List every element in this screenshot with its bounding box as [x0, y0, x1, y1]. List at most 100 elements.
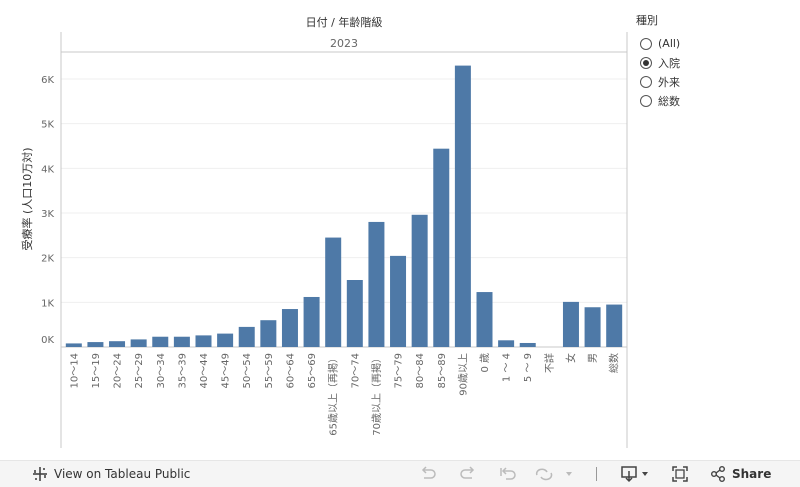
- x-tick-label: 50～54: [242, 353, 253, 388]
- bar[interactable]: [454, 65, 471, 347]
- legend-option-label: 総数: [658, 94, 680, 108]
- chart-title: 日付 / 年齢階級: [306, 15, 383, 29]
- y-tick-label: 2K: [41, 254, 54, 265]
- bar[interactable]: [217, 333, 234, 347]
- x-tick-label: 75～79: [394, 353, 405, 388]
- undo-icon: [421, 466, 436, 479]
- fullscreen-button[interactable]: [670, 465, 690, 483]
- toolbar-separator: [596, 467, 597, 481]
- bar[interactable]: [109, 341, 126, 347]
- toolbar: View on Tableau Public Share: [0, 460, 800, 487]
- gridlines: [61, 78, 627, 303]
- bar[interactable]: [411, 214, 428, 347]
- legend-option[interactable]: (All): [636, 34, 796, 53]
- bar[interactable]: [195, 335, 212, 347]
- bar-chart: 日付 / 年齢階級 2023 受療率 (人口10万対) 0K 1K 2K 3K 4K 5K…: [20, 15, 628, 448]
- view-on-tableau-public-label: View on Tableau Public: [54, 467, 191, 481]
- redo-icon: [460, 466, 475, 479]
- download-icon: [621, 466, 648, 483]
- share-button[interactable]: Share: [710, 466, 771, 482]
- x-tick-label: 45～49: [221, 353, 232, 388]
- bar[interactable]: [130, 339, 147, 347]
- bar[interactable]: [281, 309, 298, 347]
- bars: [65, 65, 623, 347]
- x-tick-label: 25～29: [134, 353, 145, 388]
- legend-option-label: 入院: [658, 56, 680, 70]
- bar[interactable]: [368, 221, 385, 347]
- x-tick-label: 90歳以上: [457, 353, 469, 396]
- bar[interactable]: [65, 343, 82, 347]
- legend-option-label: 外来: [658, 75, 680, 89]
- revert-icon: [500, 467, 516, 480]
- legend-option[interactable]: 入院: [636, 53, 796, 72]
- bar[interactable]: [606, 304, 623, 347]
- x-tick-label: 65歳以上（再掲）: [328, 353, 340, 436]
- x-tick-label: 85～89: [437, 353, 448, 388]
- x-tick-label: 35～39: [177, 353, 188, 388]
- tableau-logo-icon: [33, 467, 47, 481]
- radio-unchecked-icon: [640, 94, 652, 107]
- view-on-tableau-public-button[interactable]: View on Tableau Public: [32, 466, 190, 482]
- y-tick-label: 3K: [41, 209, 54, 220]
- legend-option[interactable]: 総数: [636, 91, 796, 110]
- y-axis-label: 受療率 (人口10万対): [20, 147, 34, 250]
- y-tick-label: 0K: [41, 335, 54, 346]
- bar[interactable]: [173, 336, 190, 347]
- y-tick-label: 6K: [41, 75, 54, 86]
- x-tick-labels: 10～14 15～19 20～24 25～29 30～34 35～39 40～44 45～49…: [69, 353, 620, 436]
- x-tick-label: 総数: [608, 353, 621, 373]
- y-tick-label: 1K: [41, 298, 54, 309]
- redo-button[interactable]: [458, 465, 478, 483]
- x-tick-label: 15～19: [91, 353, 102, 388]
- x-tick-label: 40～44: [199, 353, 210, 388]
- x-tick-label: 1 ～ 4: [502, 353, 513, 382]
- x-tick-label: 80～84: [415, 353, 426, 388]
- bar[interactable]: [87, 342, 104, 347]
- bar[interactable]: [346, 280, 363, 347]
- y-tick-label: 4K: [41, 164, 54, 175]
- radio-unchecked-icon: [640, 37, 652, 50]
- x-tick-label: 男: [587, 353, 599, 363]
- bar[interactable]: [498, 340, 515, 347]
- x-tick-label: 不詳: [543, 353, 556, 373]
- bar[interactable]: [303, 296, 320, 347]
- bar[interactable]: [152, 336, 169, 347]
- x-tick-label: 0 歳: [479, 353, 491, 373]
- bar[interactable]: [390, 255, 407, 347]
- refresh-button[interactable]: [534, 465, 574, 483]
- y-tick-label: 5K: [41, 120, 54, 131]
- x-tick-label: 60～64: [285, 353, 296, 388]
- x-tick-label: 30～34: [156, 353, 167, 388]
- radio-checked-icon: [640, 56, 652, 69]
- x-tick-label: 女: [564, 353, 577, 363]
- fullscreen-icon: [672, 466, 688, 482]
- x-tick-label: 55～59: [264, 353, 275, 388]
- x-tick-label: 65～69: [307, 353, 318, 388]
- legend-title: 種別: [636, 14, 658, 27]
- bar[interactable]: [476, 292, 493, 347]
- bar[interactable]: [260, 320, 277, 347]
- x-tick-label: 70歳以上（再掲）: [371, 353, 383, 436]
- undo-button[interactable]: [418, 465, 438, 483]
- bar[interactable]: [433, 148, 450, 347]
- column-header-2023: 2023: [330, 37, 358, 50]
- x-tick-label: 5 ～ 9: [523, 353, 534, 382]
- radio-unchecked-icon: [640, 75, 652, 88]
- refresh-icon: [535, 468, 572, 481]
- legend: 種別 (All) 入院外来総数: [636, 12, 796, 110]
- legend-option[interactable]: 外来: [636, 72, 796, 91]
- share-icon: [711, 466, 725, 482]
- legend-option-label: (All): [658, 37, 681, 50]
- bar[interactable]: [238, 326, 255, 347]
- bar[interactable]: [325, 237, 342, 347]
- download-button[interactable]: [620, 465, 652, 483]
- bar[interactable]: [519, 342, 536, 347]
- x-tick-label: 70～74: [350, 353, 361, 388]
- bar[interactable]: [562, 301, 579, 347]
- share-label: Share: [732, 467, 772, 481]
- x-tick-label: 10～14: [69, 353, 80, 388]
- x-tick-label: 20～24: [113, 353, 124, 388]
- y-tick-labels: 0K 1K 2K 3K 4K 5K 6K: [41, 75, 54, 346]
- revert-button[interactable]: [498, 465, 518, 483]
- bar[interactable]: [584, 307, 601, 347]
